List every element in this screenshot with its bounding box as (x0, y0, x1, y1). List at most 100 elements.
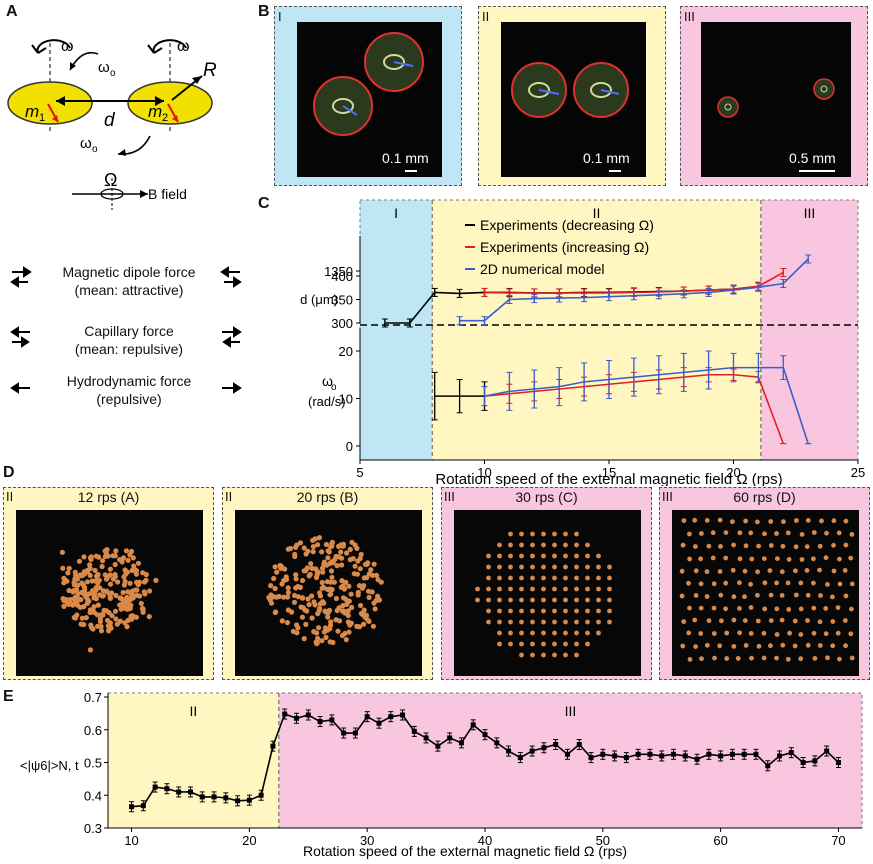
particle (835, 605, 841, 610)
particle (373, 572, 380, 578)
particle (563, 586, 568, 592)
svg-text:o: o (92, 144, 98, 155)
particle (282, 566, 288, 572)
particle (519, 586, 524, 592)
particle (88, 622, 94, 628)
particle (693, 593, 699, 598)
particle (794, 518, 799, 523)
particle (130, 555, 136, 561)
particle (530, 564, 535, 570)
y-tick-label: 10 (339, 392, 353, 407)
particle (118, 595, 124, 601)
micrograph-1: 0.1 mm (297, 22, 442, 177)
particle (742, 568, 748, 574)
particle (508, 619, 513, 625)
particle (345, 612, 351, 619)
particle (497, 586, 502, 592)
particle (607, 575, 612, 581)
particle (743, 643, 749, 648)
particle (336, 543, 342, 549)
particle (519, 531, 524, 537)
particle (346, 629, 352, 635)
particle (285, 607, 291, 613)
particle (486, 564, 491, 570)
micrograph-frame-2: II 0.1 mm (478, 6, 666, 186)
speed-label: 60 rps (D) (733, 489, 796, 505)
particle (357, 566, 363, 572)
particle (125, 589, 131, 595)
particle (140, 605, 146, 611)
particle (325, 548, 331, 554)
particle (340, 608, 346, 614)
particle (347, 622, 353, 628)
particle (563, 575, 568, 581)
particle (717, 569, 723, 574)
force-magnetic: Magnetic dipole force (mean: attractive) (62, 264, 196, 298)
particle (334, 563, 340, 569)
particle (113, 548, 119, 554)
particle (843, 593, 849, 599)
particle (755, 519, 760, 525)
particle (563, 641, 568, 647)
particle (61, 603, 67, 609)
particle (781, 519, 786, 525)
particle (687, 556, 692, 562)
particle-image (235, 510, 422, 676)
particle (519, 630, 524, 636)
particle (354, 545, 360, 551)
particle (306, 573, 312, 579)
particle (530, 586, 535, 592)
region-label: III (565, 703, 577, 719)
particle (319, 585, 325, 591)
particle (74, 612, 80, 618)
particle (95, 580, 101, 586)
particle (119, 559, 125, 565)
particle (299, 614, 305, 620)
particle (737, 556, 743, 562)
x-tick-label: 10 (477, 465, 491, 480)
particle (692, 617, 698, 623)
particle (798, 580, 804, 586)
scale-bar-label-1: 0.1 mm (382, 150, 429, 166)
particle (113, 592, 119, 599)
y-tick-label: 0.5 (84, 756, 102, 771)
particle (301, 636, 307, 642)
particle (552, 586, 557, 592)
particle (73, 573, 79, 579)
particle (837, 656, 842, 662)
particle (281, 594, 287, 600)
particle (811, 605, 817, 611)
particle (574, 608, 579, 614)
particle (370, 623, 376, 629)
particle (698, 605, 704, 611)
particle (107, 566, 113, 572)
particle (120, 555, 127, 561)
particle (767, 568, 773, 573)
particle (346, 583, 352, 589)
particle (811, 630, 817, 636)
particle (340, 595, 347, 601)
particle (849, 532, 855, 537)
particle (299, 595, 306, 601)
particle (748, 581, 753, 587)
particle (97, 619, 103, 625)
particle (315, 542, 321, 548)
particle (607, 619, 612, 625)
speed-label: 12 rps (A) (77, 489, 140, 505)
particle (552, 619, 557, 625)
particle (712, 655, 717, 661)
particle (574, 597, 579, 603)
particle (786, 607, 792, 612)
force-hydrodynamic: Hydrodynamic force (repulsive) (66, 373, 192, 407)
particle (134, 592, 140, 598)
particle (768, 543, 774, 548)
particle (830, 643, 836, 649)
particle (508, 608, 513, 614)
particle (585, 542, 590, 548)
particle (315, 611, 321, 617)
particle (355, 589, 361, 595)
particle (323, 634, 329, 640)
particle (724, 630, 730, 636)
particle (723, 580, 729, 586)
particle (717, 517, 723, 523)
